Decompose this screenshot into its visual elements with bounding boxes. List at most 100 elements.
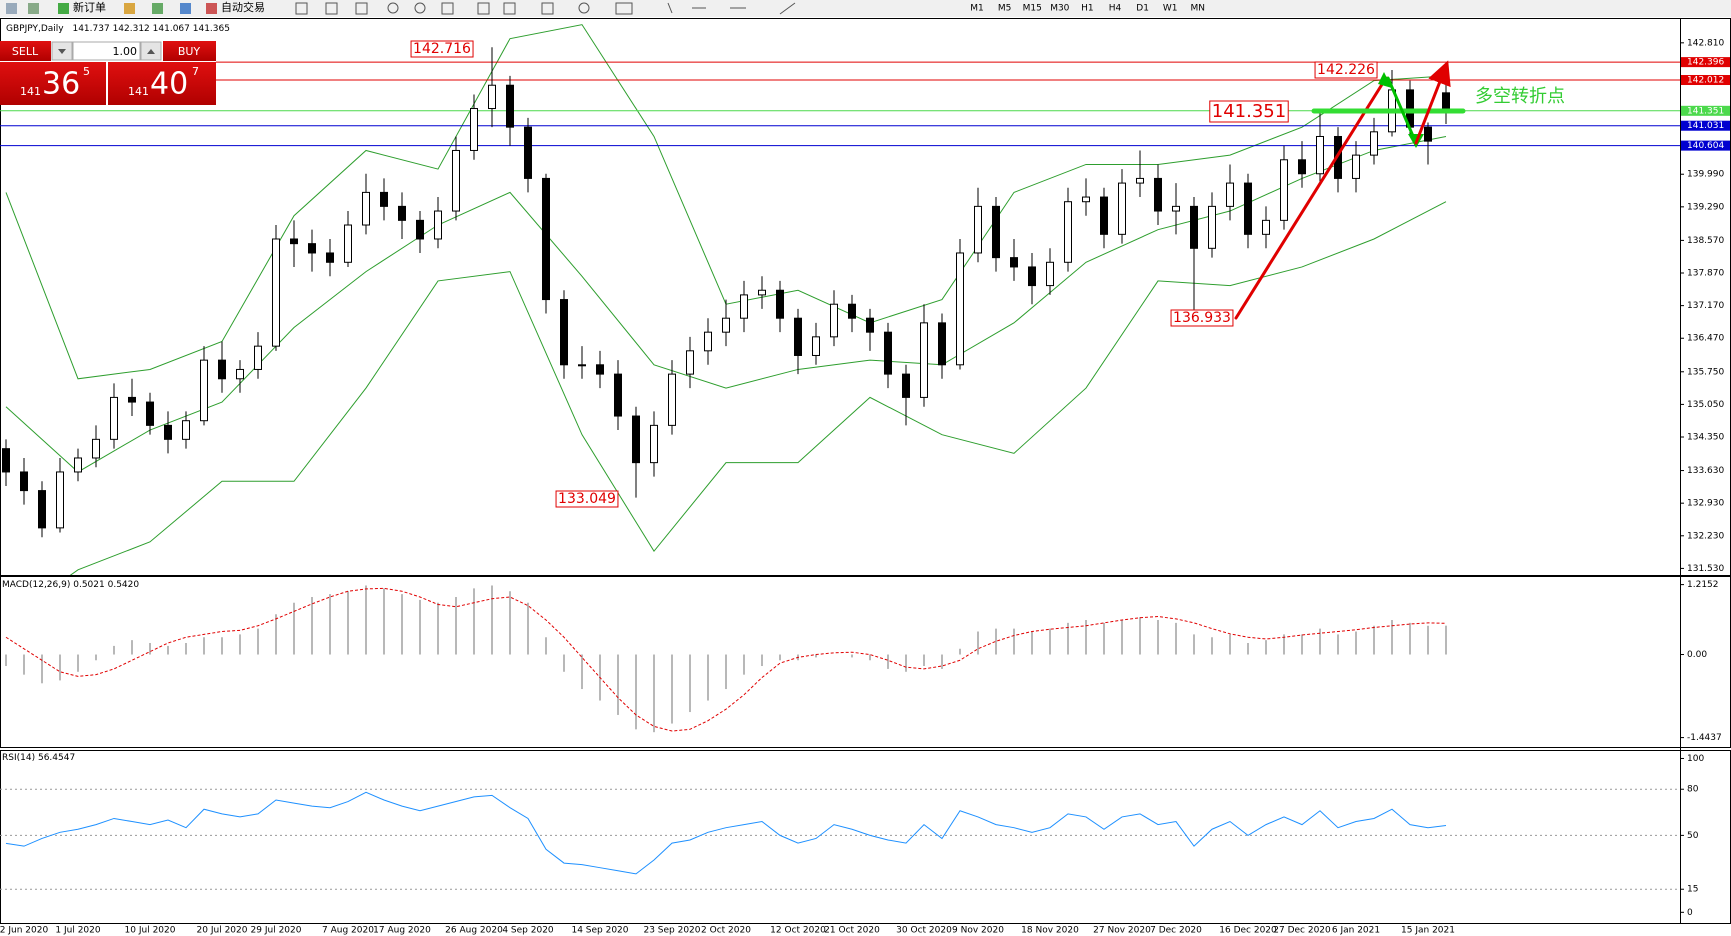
sell-price-big: 36 [42,67,80,102]
trade-panel: SELL 1.00 BUY 141 36 5 141 40 7 [0,41,216,105]
sell-price-box[interactable] [0,62,106,105]
candle-body [884,331,892,375]
y-tick-label: 137.170 [1687,301,1724,311]
candle-body [38,490,46,529]
x-tick-label: 17 Aug 2020 [373,926,431,936]
x-tick-label: 26 Aug 2020 [445,926,503,936]
x-tick-label: 21 Oct 2020 [824,926,880,936]
annotation-box [1209,100,1289,123]
x-tick-label: 14 Sep 2020 [571,926,628,936]
candle-body [1010,257,1018,268]
candle-body [596,364,604,375]
annotation-box [410,40,474,58]
toolbar-icons [295,2,796,15]
lot-value[interactable]: 1.00 [113,45,138,58]
sell-button[interactable] [0,41,51,61]
annotation: 133.049 [558,491,616,507]
y-tick-label: 80 [1687,785,1699,795]
y-tick-label: 139.990 [1687,170,1724,180]
x-tick-label: 7 Dec 2020 [1150,926,1202,936]
chart-header: GBPJPY,Daily 141.737 142.312 141.067 141… [6,24,230,34]
y-tick-label: 136.470 [1687,334,1724,344]
candle-body [632,415,640,464]
level-tag-label: 142.396 [1687,58,1724,68]
level-tag [1681,120,1730,131]
timeframes: M1 M5 M15 M30 H1 H4 D1 W1 MN [970,4,1205,14]
icon[interactable] [206,3,217,14]
candle-body [308,243,316,254]
candle-body [758,289,766,296]
icon[interactable] [180,3,191,14]
x-tick-label: 2 Oct 2020 [701,926,751,936]
x-tick-label: 27 Dec 2020 [1273,926,1331,936]
timeframe[interactable]: H1 [1081,4,1094,14]
sell-label[interactable]: SELL [12,45,39,58]
candle-body [650,424,658,464]
buy-button[interactable] [163,41,216,61]
buy-price-box[interactable] [108,62,216,105]
candle-body [1352,154,1360,179]
trend-arrow [1386,76,1418,145]
lot-input[interactable] [72,41,141,61]
y-tick-label: 139.290 [1687,202,1724,212]
signal-line [5,587,1447,732]
icon[interactable] [28,3,39,14]
toolbar-item[interactable]: 自动交易 [221,0,265,14]
icon[interactable] [6,3,17,14]
y-tick-label: 15 [1687,885,1698,895]
x-tick-label: 1 Jul 2020 [55,926,100,936]
main-panel [0,18,1731,576]
timeframe[interactable]: MN [1191,4,1206,14]
x-tick-label: 15 Jan 2021 [1401,926,1455,936]
timeframe[interactable]: W1 [1163,4,1178,14]
icon[interactable] [152,3,163,14]
candle-body [92,438,100,459]
candle-body [992,205,1000,259]
y-tick-label: 137.870 [1687,269,1724,279]
candle-body [146,401,154,426]
symbol: GBPJPY,Daily [6,24,64,34]
sell-price-lead: 141 [20,85,41,98]
ohlc-low: 141.067 [153,24,190,34]
annotation-box [1314,61,1378,79]
candle-body [1316,135,1324,175]
toolbar: 新订单 自动交易 M1 M5 M15 M30 H1 H4 D1 W1 MN [0,0,1731,17]
candle-body [1028,266,1036,287]
icon[interactable] [58,3,69,14]
x-tick-label: 4 Sep 2020 [502,926,554,936]
timeframe[interactable]: M1 [970,4,984,14]
candle-body [344,224,352,263]
icon[interactable] [124,3,135,14]
y-tick-label: 131.530 [1687,564,1724,574]
x-tick-label: 6 Jan 2021 [1332,926,1380,936]
candle-body [254,345,262,370]
x-tick-label: 18 Nov 2020 [1021,926,1079,936]
x-tick-label: 7 Aug 2020 [322,926,374,936]
candle-body [56,471,64,529]
candle-body [1244,182,1252,235]
bollinger-band [5,135,1447,473]
x-tick-label: 20 Jul 2020 [197,926,248,936]
toolbar-item[interactable]: 新订单 [73,0,106,14]
timeframe[interactable]: D1 [1136,4,1149,14]
timeframe[interactable]: M30 [1050,4,1069,14]
candle-body [902,373,910,398]
candle-body [704,331,712,352]
x-tick-label: 12 Oct 2020 [770,926,826,936]
timeframe[interactable]: M15 [1023,4,1042,14]
level-tag [1681,140,1730,151]
panels [0,18,1731,924]
candle-body [470,108,478,151]
annotation: 多空转折点 [1475,86,1565,107]
timeframe[interactable]: M5 [998,4,1012,14]
annotation-box [555,490,619,508]
candle-body [20,471,28,492]
x-tick-label: 2 Jun 2020 [0,926,48,936]
candle-body [1226,182,1234,207]
timeframe[interactable]: H4 [1109,4,1122,14]
macd-header: MACD(12,26,9) 0.5021 0.5420 [2,580,139,590]
candle-body [974,205,982,254]
candle-body [2,448,10,473]
buy-label[interactable]: BUY [178,45,201,58]
